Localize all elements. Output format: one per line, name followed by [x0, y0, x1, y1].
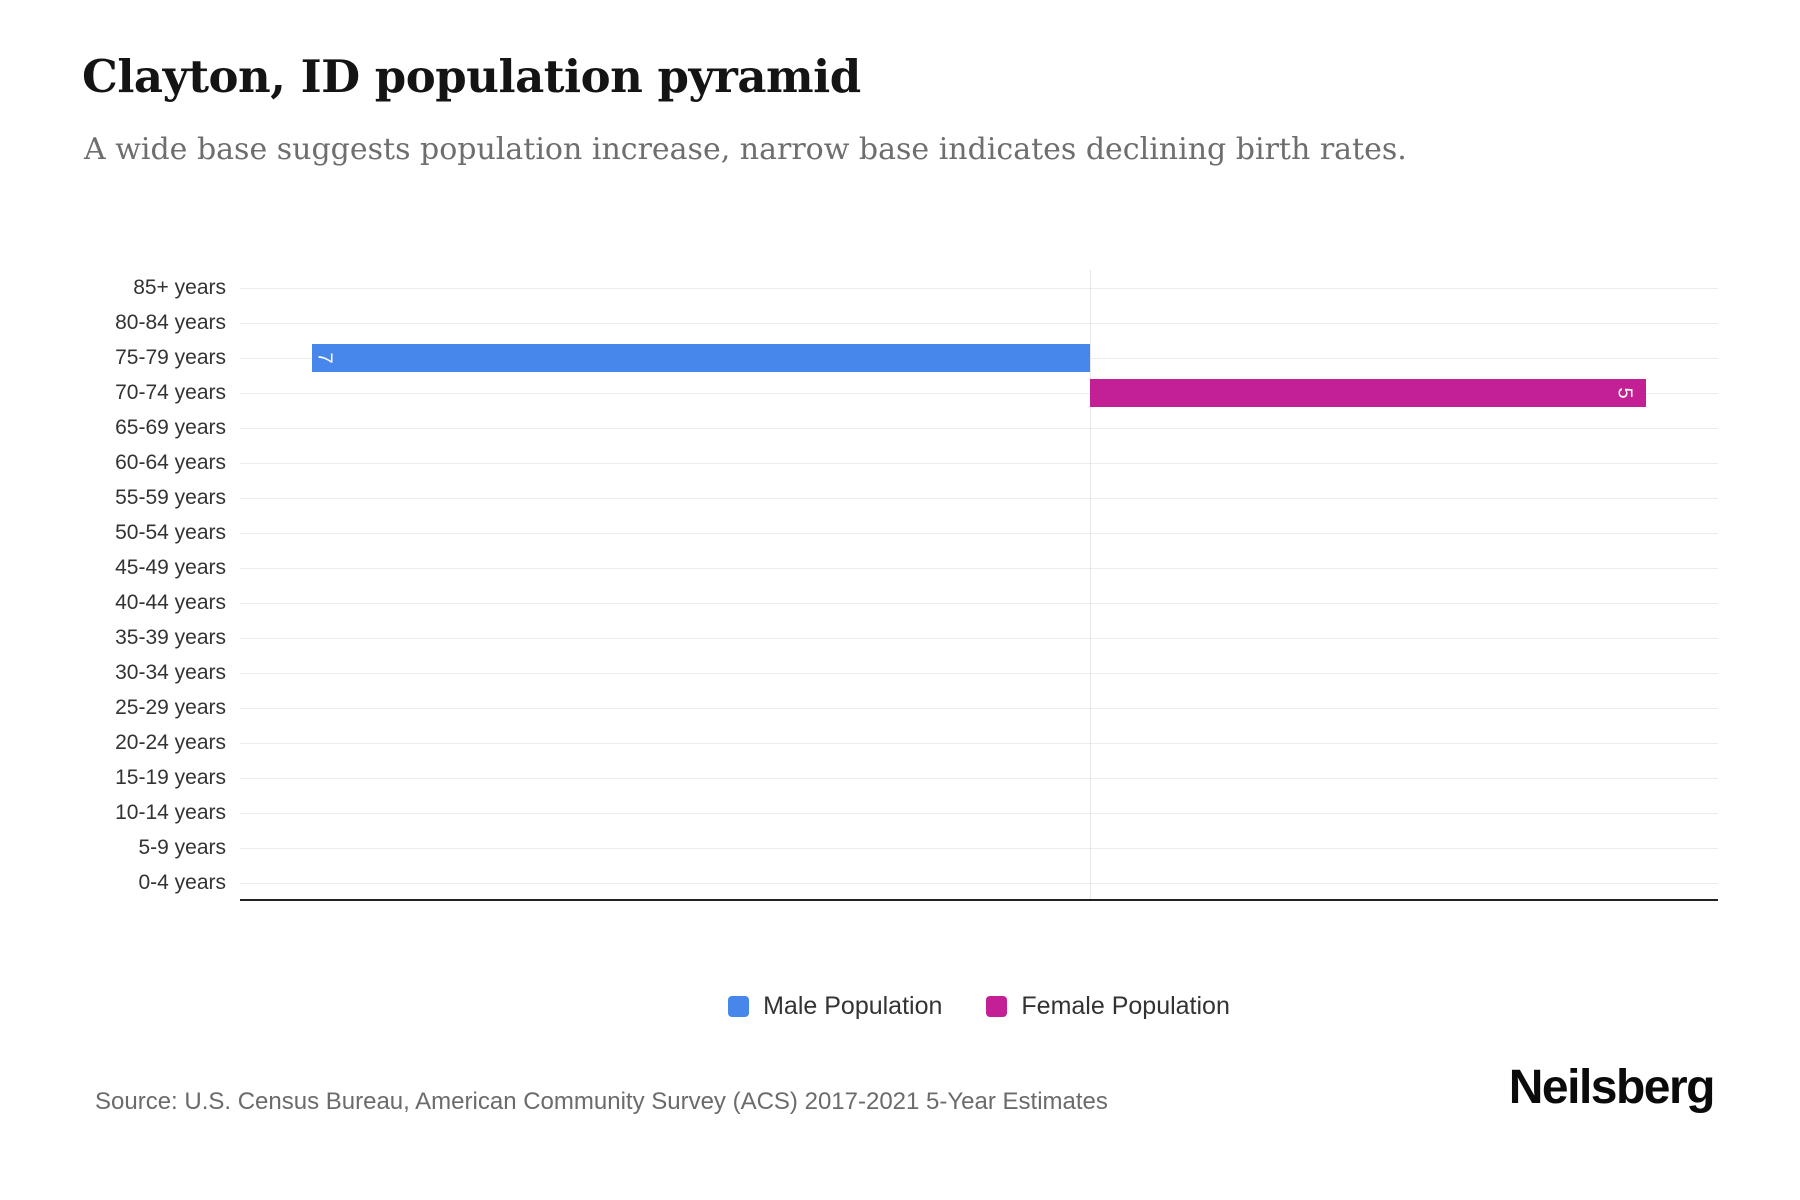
y-axis-label-35-39-years: 35-39 years: [115, 626, 226, 649]
center-axis-line: [1090, 270, 1091, 899]
gridline: [240, 708, 1718, 709]
y-axis-label-85-years: 85+ years: [133, 276, 226, 299]
gridline: [240, 533, 1718, 534]
y-axis-label-20-24-years: 20-24 years: [115, 731, 226, 754]
y-axis-label-25-29-years: 25-29 years: [115, 696, 226, 719]
y-axis-label-0-4-years: 0-4 years: [138, 871, 226, 894]
gridline: [240, 428, 1718, 429]
legend-item-female-population[interactable]: Female Population: [986, 992, 1230, 1021]
y-axis-label-70-74-years: 70-74 years: [115, 381, 226, 404]
y-axis-label-65-69-years: 65-69 years: [115, 416, 226, 439]
legend-label: Male Population: [763, 992, 943, 1020]
y-axis-label-45-49-years: 45-49 years: [115, 556, 226, 579]
gridline: [240, 568, 1718, 569]
y-axis-label-75-79-years: 75-79 years: [115, 346, 226, 369]
page-title: Clayton, ID population pyramid: [82, 50, 861, 103]
gridline: [240, 848, 1718, 849]
y-axis-label-80-84-years: 80-84 years: [115, 311, 226, 334]
male-bar-75-79-years[interactable]: [312, 344, 1090, 372]
legend-item-male-population[interactable]: Male Population: [728, 992, 942, 1021]
gridline: [240, 393, 1718, 394]
y-axis-label-55-59-years: 55-59 years: [115, 486, 226, 509]
gridline: [240, 603, 1718, 604]
y-axis-label-5-9-years: 5-9 years: [138, 836, 226, 859]
gridline: [240, 498, 1718, 499]
gridline: [240, 323, 1718, 324]
gridline: [240, 778, 1718, 779]
gridline: [240, 288, 1718, 289]
legend-swatch-icon: [728, 996, 750, 1017]
y-axis-label-10-14-years: 10-14 years: [115, 801, 226, 824]
legend-swatch-icon: [986, 996, 1008, 1017]
y-axis-label-50-54-years: 50-54 years: [115, 521, 226, 544]
gridline: [240, 813, 1718, 814]
gridline: [240, 673, 1718, 674]
gridline: [240, 883, 1718, 884]
neilsberg-logo: Neilsberg: [1508, 1061, 1716, 1114]
y-axis-label-60-64-years: 60-64 years: [115, 451, 226, 474]
page-subtitle: A wide base suggests population increase…: [84, 132, 1407, 167]
bar-data-label: 7: [313, 352, 336, 364]
y-axis-label-15-19-years: 15-19 years: [115, 766, 226, 789]
female-bar-70-74-years[interactable]: [1090, 379, 1646, 407]
gridline: [240, 743, 1718, 744]
source-note: Source: U.S. Census Bureau, American Com…: [95, 1088, 1108, 1115]
y-axis-label-30-34-years: 30-34 years: [115, 661, 226, 684]
chart-legend: Male Population Female Population: [240, 992, 1718, 1021]
gridline: [240, 463, 1718, 464]
x-axis-line: [240, 899, 1718, 901]
bar-data-label: 5: [1613, 387, 1636, 399]
gridline: [240, 638, 1718, 639]
y-axis-label-40-44-years: 40-44 years: [115, 591, 226, 614]
legend-label: Female Population: [1021, 992, 1230, 1020]
